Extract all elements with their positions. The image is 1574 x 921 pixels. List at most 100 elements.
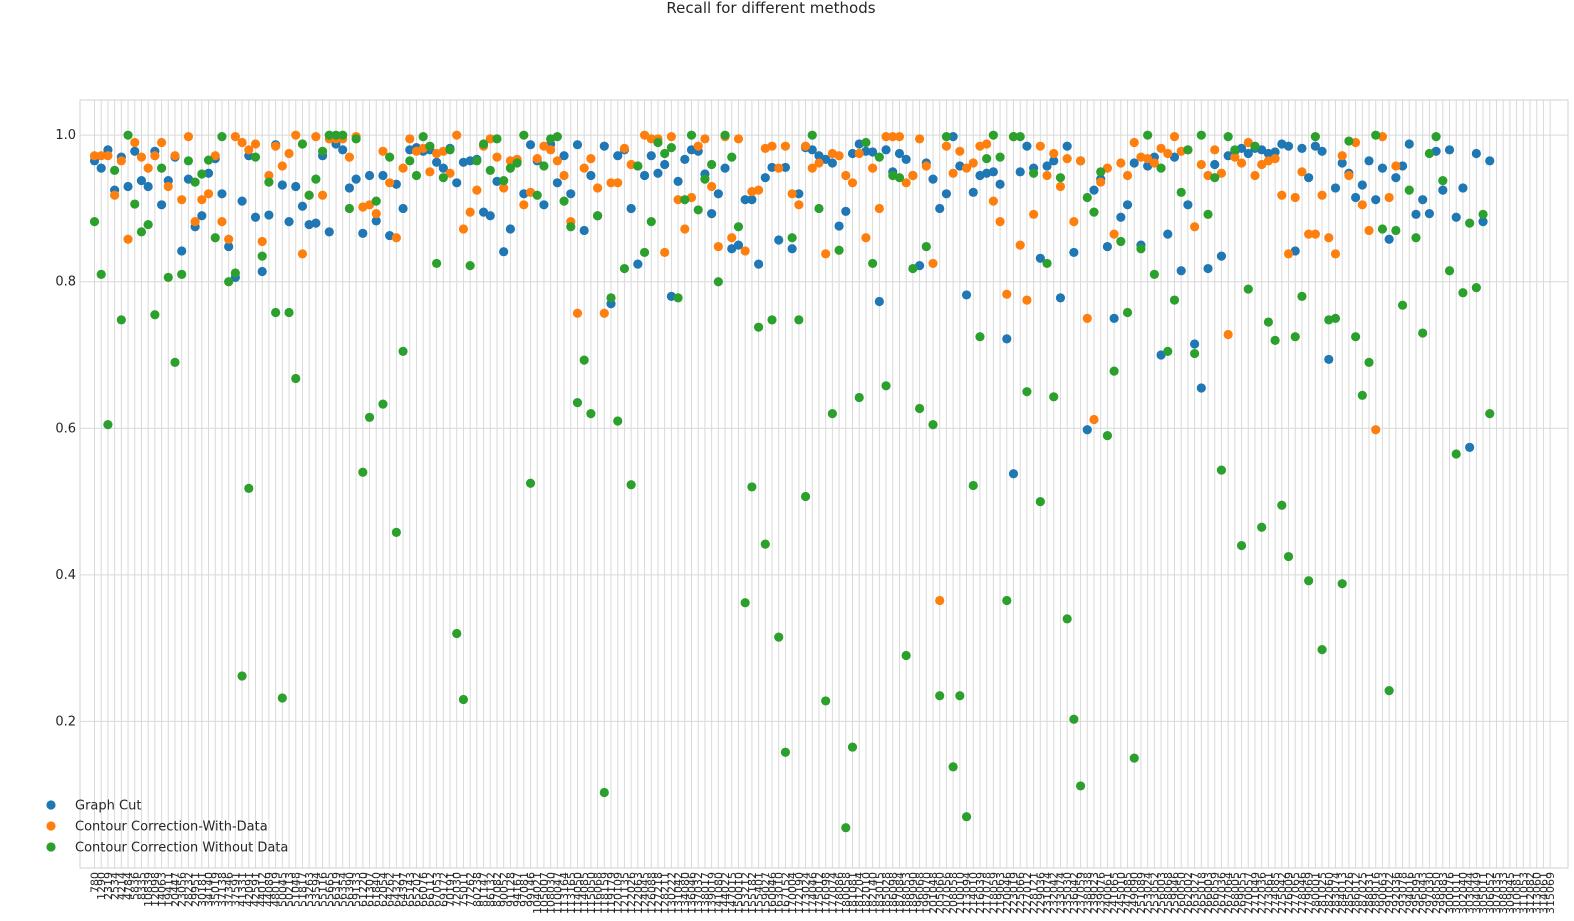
data-point bbox=[1116, 212, 1126, 222]
data-point bbox=[626, 480, 636, 490]
x-tick-label: 213094 bbox=[961, 872, 974, 914]
data-point bbox=[948, 168, 958, 178]
data-point bbox=[1391, 161, 1401, 171]
data-point bbox=[740, 195, 750, 205]
x-tick-label: 290063 bbox=[1376, 872, 1389, 914]
data-point bbox=[123, 234, 133, 244]
x-tick-label: 285026 bbox=[1343, 872, 1356, 914]
data-point bbox=[680, 195, 690, 205]
x-tick-label: 259046 bbox=[1168, 872, 1181, 914]
data-point bbox=[432, 258, 442, 269]
data-point bbox=[499, 176, 509, 186]
data-point bbox=[1431, 132, 1441, 142]
x-tick-label: 163010 bbox=[773, 872, 786, 914]
data-point bbox=[599, 141, 609, 151]
data-point bbox=[881, 381, 891, 391]
data-point bbox=[794, 315, 804, 325]
data-point bbox=[378, 170, 388, 181]
data-point bbox=[572, 398, 583, 408]
data-point bbox=[660, 247, 670, 258]
data-point bbox=[237, 671, 247, 681]
x-tick-label: 300076 bbox=[1444, 872, 1457, 914]
data-point bbox=[1089, 207, 1099, 217]
data-point bbox=[780, 141, 791, 151]
x-tick-label: 239076 bbox=[1095, 872, 1108, 914]
data-point bbox=[539, 200, 549, 210]
x-tick-label: 178086 bbox=[833, 872, 846, 914]
data-point bbox=[814, 151, 824, 161]
x-tick-label: 55116 bbox=[317, 872, 330, 907]
x-tick-label: 56319 bbox=[330, 872, 343, 907]
x-tick-label: 228121 bbox=[1028, 872, 1041, 914]
data-point bbox=[834, 151, 844, 161]
data-point bbox=[190, 217, 200, 227]
x-tick-label: 311053 bbox=[1517, 872, 1530, 914]
data-point bbox=[1069, 247, 1079, 258]
x-tick-label: 50045 bbox=[276, 872, 289, 907]
data-point bbox=[1465, 218, 1475, 228]
plot-area bbox=[79, 99, 1569, 869]
data-point bbox=[1156, 143, 1166, 153]
data-point bbox=[935, 595, 945, 606]
data-point bbox=[552, 132, 562, 142]
data-point bbox=[478, 207, 489, 217]
data-point bbox=[465, 207, 475, 217]
data-point bbox=[425, 141, 435, 151]
data-point bbox=[1015, 132, 1025, 142]
data-point bbox=[1176, 266, 1186, 276]
data-point bbox=[371, 208, 381, 219]
x-tick-label: 66112 bbox=[424, 872, 437, 907]
data-point bbox=[861, 233, 871, 243]
x-tick-label: 99146 bbox=[525, 872, 538, 907]
x-tick-label: 301011 bbox=[1450, 872, 1463, 914]
data-point bbox=[693, 141, 703, 151]
data-point bbox=[559, 151, 569, 161]
x-tick-label: 295095 bbox=[1410, 872, 1423, 914]
data-point bbox=[1384, 686, 1394, 696]
chart-title: Recall for different methods bbox=[666, 0, 875, 17]
data-point bbox=[579, 163, 589, 173]
data-point bbox=[203, 189, 214, 199]
x-tick-label: 292036 bbox=[1390, 872, 1403, 914]
data-point bbox=[814, 203, 824, 214]
x-tick-label: 8335 bbox=[135, 872, 148, 900]
x-tick-labels: 7801290231925344214478458368335108391209… bbox=[89, 872, 1558, 914]
x-tick-label: 139019 bbox=[706, 872, 719, 914]
data-point bbox=[1357, 200, 1367, 210]
data-point bbox=[847, 178, 858, 188]
data-point bbox=[995, 217, 1005, 227]
data-point bbox=[123, 181, 133, 192]
data-point bbox=[841, 823, 851, 833]
x-tick-label: 61307 bbox=[364, 872, 377, 907]
x-tick-label: 80238 bbox=[471, 872, 484, 907]
x-tick-label: 281025 bbox=[1316, 872, 1329, 914]
data-point bbox=[1357, 390, 1367, 400]
data-point bbox=[1190, 222, 1200, 232]
data-point bbox=[1216, 251, 1227, 261]
x-tick-label: 189090 bbox=[907, 872, 920, 914]
x-tick-label: 116068 bbox=[592, 872, 605, 914]
data-point bbox=[230, 268, 240, 278]
data-point bbox=[1304, 576, 1314, 586]
data-point bbox=[1035, 253, 1045, 263]
data-point bbox=[250, 212, 261, 222]
data-point bbox=[1022, 387, 1032, 397]
data-point bbox=[1169, 295, 1180, 305]
x-tick-label: 1290 bbox=[95, 872, 108, 900]
data-point bbox=[707, 159, 717, 170]
x-tick-label: 41331 bbox=[236, 872, 249, 907]
data-point bbox=[1109, 366, 1119, 376]
legend-marker bbox=[46, 821, 56, 831]
x-tick-label: 91128 bbox=[504, 872, 517, 907]
data-point bbox=[572, 308, 583, 318]
series-contour-correction-without-data bbox=[89, 130, 1495, 833]
data-point bbox=[210, 151, 220, 161]
data-point bbox=[1317, 190, 1327, 200]
data-point bbox=[505, 163, 515, 173]
y-tick-label: 0.4 bbox=[55, 568, 76, 583]
data-point bbox=[458, 224, 469, 234]
data-point bbox=[89, 217, 100, 227]
x-tick-label: 267036 bbox=[1215, 872, 1228, 914]
x-tick-label: 308033 bbox=[1497, 872, 1510, 914]
x-tick-label: 81147 bbox=[478, 872, 491, 907]
